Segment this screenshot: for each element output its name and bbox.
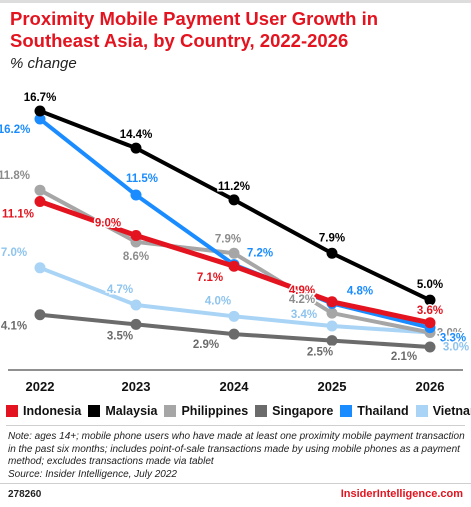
philippines-point — [228, 247, 240, 259]
singapore-point — [326, 335, 338, 347]
legend-label: Thailand — [357, 404, 409, 418]
malaysia-point — [228, 194, 240, 206]
indonesia-point — [228, 260, 240, 272]
indonesia-data-label: 4.9% — [289, 285, 315, 297]
singapore-data-label: 2.5% — [307, 347, 333, 359]
malaysia-data-label: 5.0% — [417, 279, 443, 291]
malaysia-point — [130, 142, 142, 154]
x-tick-label: 2024 — [220, 379, 250, 394]
malaysia-point — [34, 105, 46, 117]
legend-item-thailand: Thailand — [340, 404, 409, 418]
malaysia-point — [424, 294, 436, 306]
vietnam-point — [228, 310, 240, 322]
philippines-point — [326, 307, 338, 319]
vietnam-data-label: 4.0% — [205, 295, 231, 307]
thailand-data-label: 4.8% — [347, 285, 373, 297]
legend-divider — [6, 425, 465, 426]
philippines-point — [34, 184, 46, 196]
chart-subtitle: % change — [10, 55, 77, 72]
x-tick-label: 2022 — [26, 379, 55, 394]
thailand-data-label: 11.5% — [126, 173, 158, 185]
singapore-point — [34, 309, 46, 321]
chart-note: Note: ages 14+; mobile phone users who h… — [8, 431, 466, 481]
line-chart: 2022 2023 2024 2025 2026 11.1% 9.0% 7.1% 4.9% 3.6… — [0, 90, 471, 394]
chart-legend: Indonesia Malaysia Philippines Singapore Tha… — [6, 402, 471, 420]
legend-label: Indonesia — [23, 404, 82, 418]
legend-swatch — [255, 405, 268, 417]
indonesia-data-label: 3.6% — [417, 305, 443, 317]
vietnam-data-label: 7.0% — [1, 247, 27, 259]
legend-swatch — [6, 405, 18, 417]
legend-item-indonesia: Indonesia — [6, 404, 81, 418]
singapore-data-label: 2.9% — [193, 339, 219, 351]
indonesia-point — [34, 196, 46, 208]
vietnam-point — [130, 299, 142, 311]
x-tick-label: 2025 — [318, 379, 347, 394]
thailand-point — [130, 189, 142, 201]
indonesia-point — [424, 317, 436, 329]
malaysia-data-label: 11.2% — [218, 181, 250, 193]
brand-link[interactable]: InsiderIntelligence.com — [340, 488, 463, 500]
vietnam-point — [326, 320, 338, 332]
singapore-point — [130, 318, 142, 330]
legend-label: Philippines — [181, 404, 249, 418]
note-text: Note: ages 14+; mobile phone users who h… — [8, 431, 465, 467]
indonesia-point — [130, 229, 142, 241]
legend-label: Malaysia — [105, 404, 158, 418]
x-tick-label: 2026 — [416, 379, 445, 394]
singapore-data-label: 2.1% — [391, 351, 417, 363]
singapore-data-label: 3.5% — [107, 330, 133, 342]
legend-swatch — [340, 405, 353, 417]
indonesia-point — [326, 296, 338, 308]
vietnam-data-label: 3.0% — [443, 341, 469, 353]
legend-item-singapore: Singapore — [255, 404, 333, 418]
top-rule — [0, 0, 471, 3]
singapore-point — [228, 328, 240, 340]
legend-swatch — [88, 405, 101, 417]
legend-item-vietnam: Vietnam — [415, 404, 471, 418]
legend-label: Vietnam — [432, 404, 471, 418]
philippines-data-label: 4.2% — [289, 294, 315, 306]
malaysia-data-label: 7.9% — [319, 232, 345, 244]
indonesia-data-label: 7.1% — [197, 272, 223, 284]
singapore-point — [424, 341, 436, 353]
malaysia-line — [38, 108, 432, 303]
philippines-data-label: 11.8% — [0, 170, 30, 182]
thailand-point — [34, 113, 46, 125]
indonesia-data-label: 9.0% — [95, 217, 121, 229]
legend-item-malaysia: Malaysia — [88, 404, 157, 418]
singapore-data-label: 4.1% — [1, 321, 27, 333]
legend-item-philippines: Philippines — [164, 404, 248, 418]
malaysia-data-label: 16.7% — [24, 92, 57, 104]
indonesia-data-label: 11.1% — [2, 209, 34, 221]
philippines-data-label: 8.6% — [123, 251, 149, 263]
vietnam-data-label: 3.4% — [291, 309, 317, 321]
malaysia-data-label: 14.4% — [120, 129, 153, 141]
thailand-data-label: 3.3% — [440, 333, 466, 345]
source-text: Source: Insider Intelligence, July 2022 — [8, 468, 177, 480]
legend-swatch — [164, 405, 177, 417]
thailand-data-label: 16.2% — [0, 124, 30, 136]
vietnam-point — [34, 262, 46, 274]
footer-divider — [0, 483, 471, 484]
chart-id: 278260 — [8, 489, 42, 500]
malaysia-point — [326, 247, 338, 259]
philippines-data-label: 7.9% — [215, 233, 241, 245]
vietnam-data-label: 4.7% — [107, 284, 133, 296]
thailand-data-label: 7.2% — [247, 248, 273, 260]
legend-label: Singapore — [272, 404, 334, 418]
philippines-data-label: 3.0% — [437, 327, 463, 339]
chart-title: Proximity Mobile Payment User Growth in … — [10, 8, 379, 51]
legend-swatch — [415, 405, 428, 417]
x-tick-label: 2023 — [122, 379, 151, 394]
